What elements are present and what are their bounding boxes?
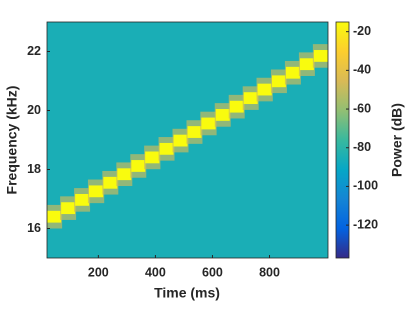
colorbar-tick-label: -20: [353, 24, 371, 38]
ridge-cell: [299, 58, 314, 71]
ridge-cell: [159, 142, 174, 155]
colorbar: [335, 21, 350, 259]
ridge-cell: [285, 66, 300, 79]
ridge-cell: [243, 92, 258, 105]
ridge-cell: [229, 100, 244, 113]
colorbar-tick-label: -100: [353, 179, 378, 193]
ridge-cell: [75, 193, 90, 206]
ridge-cell: [187, 126, 202, 138]
ridge-cell: [88, 185, 104, 198]
y-tick-label: 20: [27, 103, 41, 117]
plot-frame: [46, 21, 329, 259]
x-tick-label: 600: [202, 265, 223, 279]
colorbar-tick-label: -60: [353, 101, 371, 115]
ridge-cell: [313, 50, 328, 62]
ridge-cell: [131, 160, 146, 172]
colorbar-label: Power (dB): [389, 103, 405, 177]
x-tick-label: 200: [88, 265, 109, 279]
colorbar-tick-label: -120: [353, 217, 378, 231]
colorbar-tick-label: -40: [353, 63, 371, 77]
ridge-cell: [271, 75, 286, 88]
ridge-cell: [103, 176, 118, 189]
x-tick-label: 800: [259, 265, 280, 279]
y-tick-label: 18: [27, 162, 41, 176]
ridge-cell: [173, 134, 188, 147]
ridge-cell: [61, 202, 76, 215]
ridge-cell: [257, 83, 272, 96]
colorbar-tick-label: -80: [353, 140, 371, 154]
ridge: [47, 44, 328, 229]
ridge-cell: [47, 210, 62, 223]
x-axis-label: Time (ms): [154, 285, 220, 301]
y-axis-label: Frequency (kHz): [4, 86, 20, 195]
x-tick-label: 400: [145, 265, 166, 279]
ridge-cell: [117, 168, 132, 181]
y-tick-label: 22: [27, 44, 41, 58]
y-tick-label: 16: [27, 221, 41, 235]
ridge-cell: [201, 117, 216, 130]
ridge-cell: [145, 151, 160, 164]
ridge-cell: [215, 109, 230, 121]
